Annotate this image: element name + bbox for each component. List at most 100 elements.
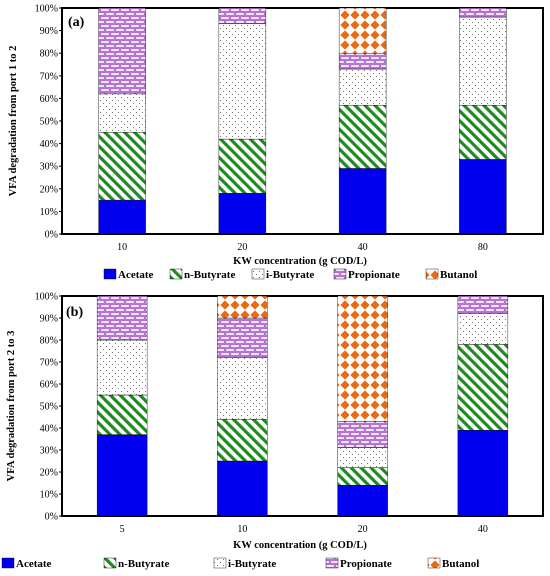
y-tick-label: 90% <box>40 314 58 325</box>
bar-segment-n-butyrate <box>217 419 268 462</box>
x-tick-label: 80 <box>478 242 488 253</box>
y-axis-ticks-a: 0% 10% 20% 30% 40% 50% 60% 70% 80% 90% 100% <box>35 4 62 241</box>
legend-swatch-i-butyrate <box>213 557 227 569</box>
x-axis-ticks-a: 10 20 40 80 <box>117 242 488 253</box>
bar-segment-propionate <box>218 7 267 25</box>
y-tick-label: 30% <box>40 162 58 173</box>
y-tick-label: 20% <box>40 468 58 479</box>
legend-swatch-acetate <box>103 268 117 280</box>
y-tick-label: 60% <box>40 94 58 105</box>
panel-label-b: (b) <box>66 305 83 320</box>
y-axis-title-b: VFA degradation from port 2 to 3 <box>6 331 17 482</box>
bar-segment-i-butyrate <box>98 93 146 133</box>
bar-segment-acetate <box>457 430 509 517</box>
y-tick-label: 50% <box>40 117 58 128</box>
legend-label-acetate: Acetate <box>16 558 52 570</box>
panel-b: (b) 0% 10% 20% 30% 40% 50% 60% 70% 80% 90% 100% 5 1… <box>1 292 544 570</box>
bar-segment-i-butyrate <box>217 357 268 420</box>
legend-a: Acetate n-Butyrate i-Butyrate Propionate But… <box>103 268 477 281</box>
bar-segment-n-butyrate <box>218 138 267 194</box>
legend-swatch-n-butyrate <box>169 268 183 280</box>
bar-segment-propionate <box>457 295 509 314</box>
y-tick-label: 0% <box>45 512 58 523</box>
x-tick-label: 10 <box>117 242 127 253</box>
legend-label-n-butyrate: n-Butyrate <box>184 269 235 281</box>
x-tick-label: 20 <box>237 242 247 253</box>
legend-label-i-butyrate: i-Butyrate <box>228 558 276 570</box>
legend-swatch-n-butyrate <box>103 557 117 569</box>
y-tick-label: 0% <box>45 230 58 241</box>
y-tick-label: 40% <box>40 424 58 435</box>
panel-a: (a) 0% 10% 20% 30% 40% 50% 60% 70% 80% 90% 100% 10… <box>8 4 544 281</box>
y-tick-label: 90% <box>40 26 58 37</box>
bar-segment-propionate <box>98 7 146 95</box>
legend-label-butanol: Butanol <box>440 269 477 281</box>
x-tick-label: 20 <box>358 524 368 535</box>
y-axis-ticks-b: 0% 10% 20% 30% 40% 50% 60% 70% 80% 90% 100% <box>35 292 62 523</box>
bar-segment-acetate <box>337 485 388 517</box>
bar-segment-n-butyrate <box>96 394 148 435</box>
legend-swatch-butanol <box>427 557 441 569</box>
x-axis-title-b: KW concentration (g COD/L) <box>233 540 367 551</box>
y-tick-label: 100% <box>35 4 58 15</box>
bar-segment-acetate <box>96 434 148 517</box>
bar-segment-acetate <box>218 193 267 235</box>
bar-segment-butanol <box>217 295 268 319</box>
bar-segment-i-butyrate <box>457 313 509 345</box>
bar-segment-propionate <box>96 295 148 341</box>
legend-label-butanol: Butanol <box>442 558 479 570</box>
legend-label-propionate: Propionate <box>340 558 392 570</box>
bar-segment-i-butyrate <box>96 339 148 396</box>
bar-segment-butanol <box>338 7 387 54</box>
y-tick-label: 80% <box>40 336 58 347</box>
x-axis-ticks-b: 5 10 20 40 <box>120 524 488 535</box>
bar-segment-i-butyrate <box>337 447 388 468</box>
legend-swatch-acetate <box>1 557 15 569</box>
bar-segment-n-butyrate <box>459 104 507 160</box>
legend-label-acetate: Acetate <box>118 269 154 281</box>
bar-segment-n-butyrate <box>457 344 509 431</box>
y-tick-label: 60% <box>40 380 58 391</box>
y-tick-label: 50% <box>40 402 58 413</box>
bar-segment-acetate <box>459 159 507 235</box>
x-tick-label: 10 <box>237 524 247 535</box>
legend-swatch-i-butyrate <box>251 268 265 280</box>
x-tick-label: 5 <box>120 524 125 535</box>
bar-segment-butanol <box>337 295 388 422</box>
bar-segment-propionate <box>337 421 388 448</box>
panel-label-a: (a) <box>68 15 85 30</box>
x-tick-label: 40 <box>478 524 488 535</box>
legend-b: Acetate n-Butyrate i-Butyrate Propionate But… <box>1 557 479 570</box>
y-tick-label: 40% <box>40 139 58 150</box>
y-tick-label: 10% <box>40 490 58 501</box>
bar-segment-propionate <box>338 53 387 70</box>
bar-segment-acetate <box>217 460 268 517</box>
y-tick-label: 70% <box>40 71 58 82</box>
bar-segment-propionate <box>459 7 507 18</box>
bar-segment-i-butyrate <box>338 68 387 106</box>
x-tick-label: 40 <box>358 242 368 253</box>
bar-segment-n-butyrate <box>98 132 146 201</box>
bar-segment-i-butyrate <box>218 23 267 140</box>
y-tick-label: 70% <box>40 358 58 369</box>
legend-label-i-butyrate: i-Butyrate <box>266 269 314 281</box>
bar-segment-propionate <box>217 317 268 358</box>
legend-swatch-butanol <box>425 268 439 280</box>
y-tick-label: 30% <box>40 446 58 457</box>
bars-a <box>98 7 507 235</box>
bar-segment-acetate <box>98 199 146 235</box>
y-tick-label: 100% <box>35 292 58 303</box>
bars-b <box>96 295 509 517</box>
legend-label-propionate: Propionate <box>348 269 400 281</box>
bar-segment-acetate <box>338 168 387 235</box>
y-tick-label: 80% <box>40 49 58 60</box>
legend-label-n-butyrate: n-Butyrate <box>118 558 169 570</box>
y-tick-label: 10% <box>40 207 58 218</box>
legend-swatch-propionate <box>333 268 347 280</box>
bar-segment-n-butyrate <box>337 467 388 486</box>
legend-swatch-propionate <box>325 557 339 569</box>
y-tick-label: 20% <box>40 184 58 195</box>
bar-segment-n-butyrate <box>338 104 387 169</box>
bar-segment-i-butyrate <box>459 16 507 106</box>
